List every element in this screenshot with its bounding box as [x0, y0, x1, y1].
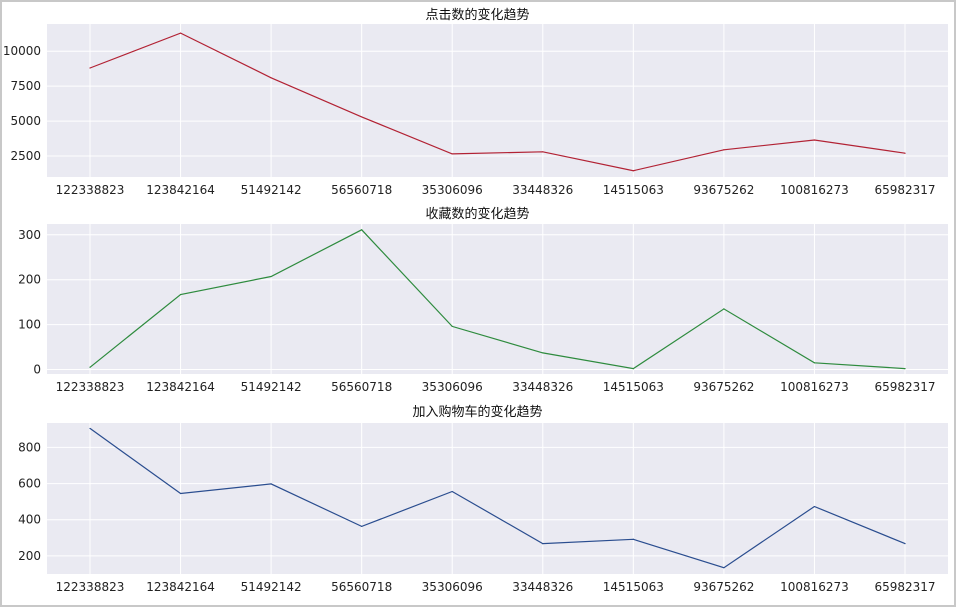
x-tick-label: 35306096: [422, 580, 483, 594]
x-tick-label: 100816273: [780, 580, 849, 594]
x-tick-label: 122338823: [56, 380, 125, 394]
data-point: [632, 538, 634, 540]
x-tick-label: 51492142: [241, 183, 302, 197]
data-point: [179, 293, 182, 296]
x-tick-label: 93675262: [693, 380, 754, 394]
data-point: [89, 427, 91, 430]
data-point: [451, 153, 453, 155]
x-tick-label: 65982317: [874, 580, 935, 594]
y-tick-label: 10000: [3, 44, 41, 58]
subplot-3: 200 400 600 800 122338823 123842164 51492142 56…: [18, 404, 948, 594]
subplot-2: 0 100 200 300 122338823 123842164 51492142 5656…: [18, 206, 948, 394]
data-point: [361, 229, 363, 231]
data-point: [723, 567, 725, 569]
x-tick-label: 123842164: [146, 580, 215, 594]
series-line: [89, 229, 906, 370]
x-tick-label: 122338823: [56, 580, 125, 594]
data-point: [813, 139, 816, 141]
x-tick-label: 35306096: [422, 183, 483, 197]
subplot-1: 2500 5000 7500 10000 122338823 123842164 51492…: [3, 7, 948, 197]
data-point: [451, 490, 453, 493]
data-point: [723, 308, 725, 310]
data-point: [632, 368, 634, 370]
series-line: [89, 427, 906, 569]
data-point: [813, 362, 816, 364]
data-point: [813, 505, 816, 508]
x-tick-label: 65982317: [874, 183, 935, 197]
x-tick-label: 56560718: [331, 183, 392, 197]
data-point: [179, 492, 182, 495]
chart-title: 点击数的变化趋势: [425, 7, 529, 23]
x-tick-label: 33448326: [512, 183, 573, 197]
y-tick-label: 200: [18, 273, 41, 287]
data-point: [542, 151, 544, 153]
x-tick-label: 56560718: [331, 580, 392, 594]
data-point: [89, 67, 91, 69]
y-tick-label: 2500: [10, 149, 41, 163]
data-point: [632, 170, 634, 172]
data-point: [179, 32, 182, 34]
y-tick-label: 0: [33, 363, 41, 377]
x-tick-label: 35306096: [422, 380, 483, 394]
data-point: [270, 483, 272, 485]
x-tick-label: 65982317: [874, 380, 935, 394]
plot-area: [47, 423, 948, 574]
x-tick-label: 33448326: [512, 380, 573, 394]
x-tick-label: 56560718: [331, 380, 392, 394]
x-tick-label: 100816273: [780, 183, 849, 197]
y-tick-label: 100: [18, 318, 41, 332]
x-tick-label: 93675262: [693, 580, 754, 594]
y-tick-label: 200: [18, 549, 41, 563]
x-tick-label: 93675262: [693, 183, 754, 197]
y-tick-label: 7500: [10, 79, 41, 93]
data-point: [723, 149, 725, 151]
plot-area: [47, 24, 948, 177]
x-tick-label: 100816273: [780, 380, 849, 394]
chart-title: 收藏数的变化趋势: [425, 206, 529, 222]
y-tick-label: 5000: [10, 114, 41, 128]
x-tick-label: 14515063: [603, 183, 664, 197]
x-tick-label: 14515063: [603, 580, 664, 594]
x-tick-label: 123842164: [146, 183, 215, 197]
data-point: [904, 543, 906, 545]
data-point: [451, 325, 453, 327]
series-line: [89, 32, 906, 172]
y-tick-label: 400: [18, 513, 41, 527]
y-tick-label: 600: [18, 477, 41, 491]
x-tick-label: 33448326: [512, 580, 573, 594]
x-tick-label: 51492142: [241, 380, 302, 394]
data-point: [542, 352, 544, 354]
y-tick-label: 300: [18, 228, 41, 242]
data-point: [361, 525, 363, 528]
x-tick-label: 122338823: [56, 183, 125, 197]
x-tick-label: 123842164: [146, 380, 215, 394]
data-point: [361, 116, 363, 118]
y-tick-label: 800: [18, 440, 41, 454]
data-point: [904, 368, 906, 370]
data-point: [89, 366, 91, 368]
plot-area: [47, 224, 948, 374]
data-point: [542, 543, 544, 545]
x-tick-label: 51492142: [241, 580, 302, 594]
data-point: [904, 152, 906, 154]
chart-title: 加入购物车的变化趋势: [412, 404, 542, 420]
x-tick-label: 14515063: [603, 380, 664, 394]
data-point: [270, 77, 272, 79]
data-point: [270, 275, 272, 278]
